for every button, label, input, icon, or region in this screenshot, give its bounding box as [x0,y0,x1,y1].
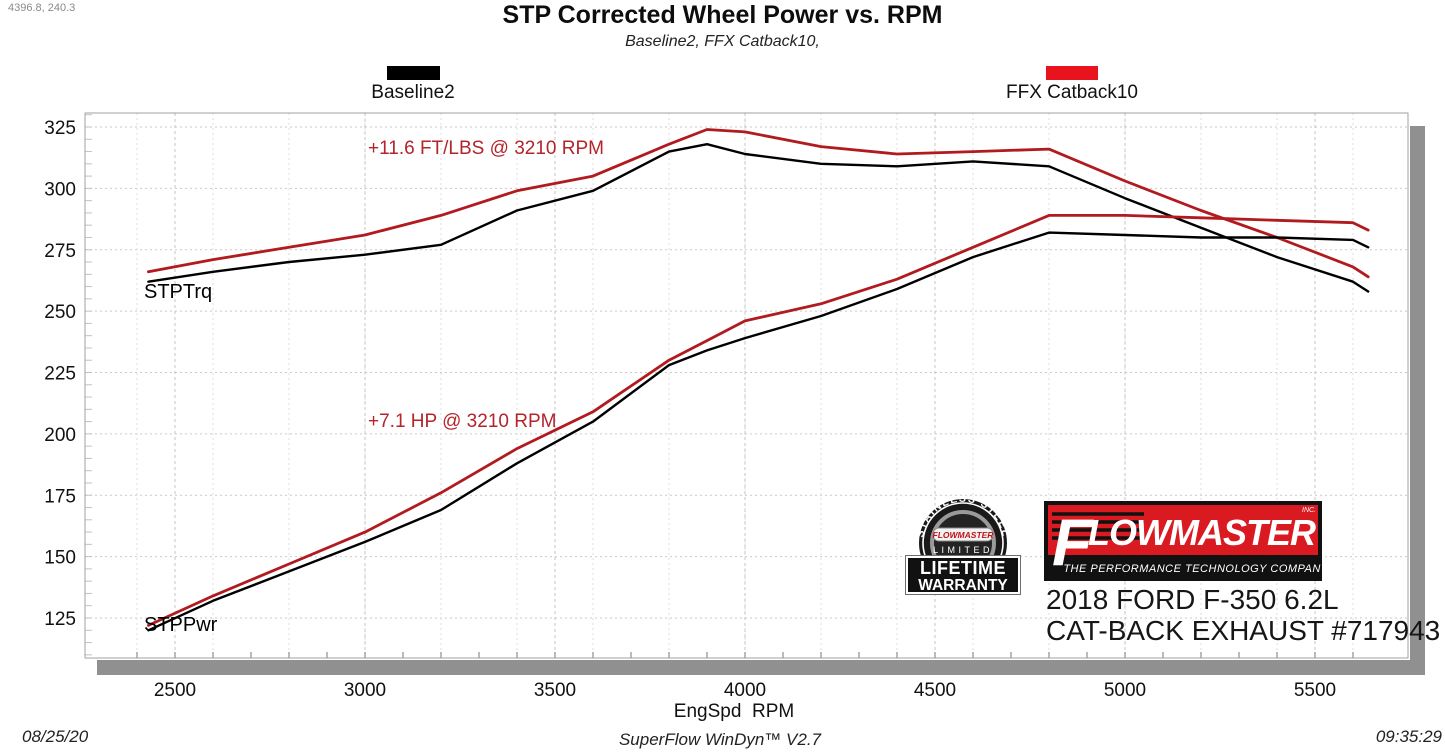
x-tick-label: 3500 [534,680,576,701]
curve-stppwr-ffx-catback10 [146,213,1370,627]
x-tick-label: 4500 [914,680,956,701]
badge-lifetime-text: LIFETIME [920,558,1006,578]
x-axis-label: EngSpd RPM [673,701,795,722]
logo-letter-f: F [1052,505,1094,579]
logo-rest-text: LOWMASTER [1088,512,1316,553]
y-tick-label: 125 [44,609,76,630]
legend-swatch-ffx-catback10 [1046,66,1098,80]
curve-stptrq-ffx-catback10 [146,128,1370,279]
page-title: STP Corrected Wheel Power vs. RPM [502,1,943,29]
footer-software-version: SuperFlow WinDyn™ V2.7 [618,730,822,749]
logo-stripes [1052,512,1144,540]
plot-shadow-right [1410,126,1425,675]
y-tick-label: 275 [44,241,76,262]
page-subtitle: Baseline2, FFX Catback10, [625,33,820,50]
logo-inc-text: INC. [1302,507,1316,514]
y-tick-label: 175 [44,486,76,507]
y-tick-label: 250 [44,302,76,323]
power-curve-label: STPPwr [144,614,218,636]
plot-shadow-bottom [97,660,1422,675]
logo-tagline: THE PERFORMANCE TECHNOLOGY COMPANY [1063,563,1322,575]
power-gain-annotation: +7.1 HP @ 3210 RPM [368,411,557,432]
y-tick-label: 300 [44,179,76,200]
y-tick-label: 200 [44,425,76,446]
y-tick-label: 225 [44,364,76,385]
vehicle-title-line1: 2018 FORD F-350 6.2L [1046,584,1339,615]
x-tick-label: 2500 [154,680,196,701]
legend-label-ffx-catback10: FFX Catback10 [1006,82,1138,103]
x-tick-label: 5000 [1104,680,1146,701]
legend-swatch-baseline2 [387,66,440,80]
x-tick-label: 3000 [344,680,386,701]
curve-stppwr-baseline2 [147,231,1370,632]
footer-date: 08/25/20 [22,727,89,746]
cursor-position-readout: 4396.8, 240.3 [8,2,76,14]
legend-label-baseline2: Baseline2 [371,82,455,103]
warranty-badge: STAINLESS STEEL FLOWMASTER LIMITED LIFET… [905,497,1021,595]
vehicle-title-line2: CAT-BACK EXHAUST #717943 [1046,615,1441,646]
y-tick-label: 150 [44,548,76,569]
torque-curve-label: STPTrq [144,281,213,303]
badge-brand-text: FLOWMASTER [933,530,995,540]
badge-limited-text: LIMITED [933,545,993,555]
flowmaster-logo: F LOWMASTER INC. THE PERFORMANCE TECHNOL… [1044,501,1322,581]
torque-gain-annotation: +11.6 FT/LBS @ 3210 RPM [368,138,604,159]
plot-border [84,112,1409,659]
curve-stptrq-baseline2 [147,142,1370,293]
y-tick-label: 325 [44,118,76,139]
badge-warranty-text: WARRANTY [918,577,1008,594]
x-tick-label: 5500 [1294,680,1336,701]
footer-time: 09:35:29 [1375,727,1442,746]
x-tick-label: 4000 [724,680,766,701]
